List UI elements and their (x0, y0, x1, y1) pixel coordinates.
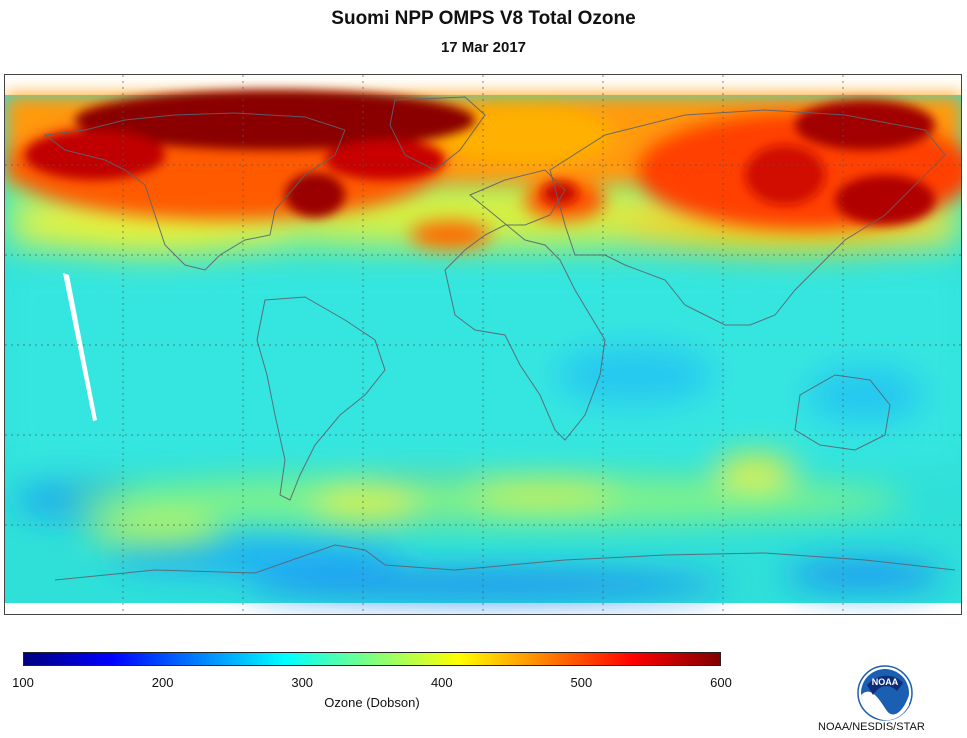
colorbar-tick-100: 100 (12, 675, 34, 690)
ozone-map-canvas (5, 75, 961, 614)
colorbar-label: Ozone (Dobson) (324, 695, 420, 710)
no-data-bottom (5, 603, 961, 614)
graticule (5, 75, 961, 614)
ozone-map (4, 74, 962, 615)
coastlines (43, 96, 956, 581)
southern-ozone-belt (65, 456, 905, 544)
noaa-logo-icon: NOAA (857, 665, 913, 721)
colorbar-tick-500: 500 (570, 675, 593, 690)
colorbar-tick-200: 200 (151, 675, 174, 690)
credit-text: NOAA/NESDIS/STAR (818, 721, 925, 733)
colorbar-tick-400: 400 (430, 675, 453, 690)
colorbar-tick-600: 600 (710, 675, 732, 690)
no-data-top (5, 75, 961, 95)
no-data-gap (63, 273, 97, 421)
ozone-colorbar (23, 652, 721, 666)
noaa-logo-text: NOAA (872, 677, 899, 687)
map-date: 17 Mar 2017 (440, 39, 527, 56)
very-high-ozone-core (25, 90, 935, 225)
colorbar-tick-300: 300 (291, 675, 314, 690)
map-title: Suomi NPP OMPS V8 Total Ozone (331, 8, 636, 29)
